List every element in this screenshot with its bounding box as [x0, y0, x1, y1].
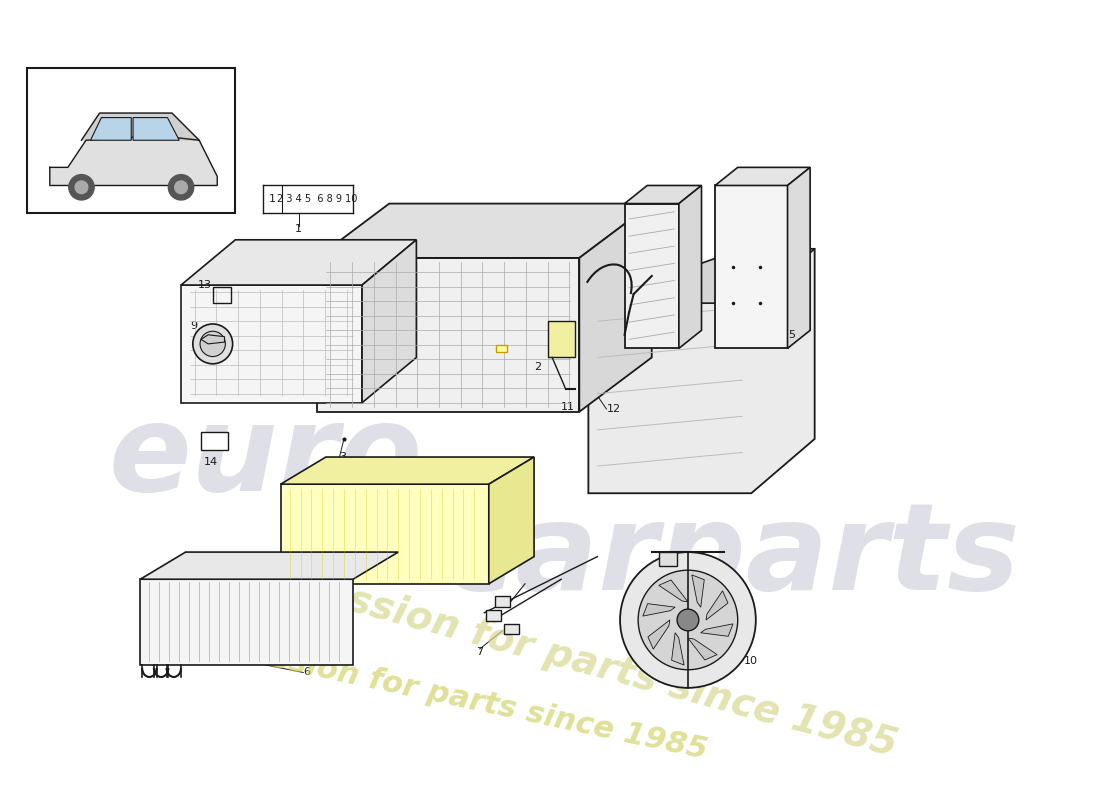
Text: 4: 4 — [462, 474, 469, 485]
Polygon shape — [81, 113, 199, 140]
Text: 7: 7 — [476, 646, 483, 657]
Polygon shape — [692, 575, 704, 607]
Circle shape — [200, 331, 225, 357]
Text: SET: SET — [206, 436, 223, 446]
Circle shape — [69, 174, 95, 200]
Circle shape — [168, 174, 194, 200]
Text: 1: 1 — [270, 194, 276, 204]
Bar — [548, 322, 575, 358]
Polygon shape — [715, 186, 788, 349]
Polygon shape — [688, 638, 717, 660]
Polygon shape — [141, 552, 398, 579]
Polygon shape — [588, 249, 815, 303]
Polygon shape — [625, 186, 702, 203]
Circle shape — [175, 181, 187, 194]
Polygon shape — [90, 118, 131, 140]
Polygon shape — [362, 240, 417, 402]
Polygon shape — [133, 118, 179, 140]
Polygon shape — [715, 167, 810, 186]
Bar — [496, 345, 507, 352]
Bar — [659, 552, 678, 566]
Polygon shape — [788, 167, 810, 349]
Text: 8: 8 — [312, 563, 319, 574]
Bar — [504, 623, 519, 634]
Text: 10: 10 — [745, 656, 758, 666]
Circle shape — [192, 324, 232, 364]
Polygon shape — [50, 136, 217, 186]
Polygon shape — [141, 579, 353, 666]
Polygon shape — [580, 203, 651, 412]
Polygon shape — [317, 203, 651, 258]
Polygon shape — [642, 604, 675, 616]
Polygon shape — [648, 620, 670, 649]
Polygon shape — [588, 249, 815, 494]
Text: 6: 6 — [304, 667, 310, 678]
Polygon shape — [625, 203, 679, 349]
Bar — [28, 68, 235, 213]
Text: 13: 13 — [197, 280, 211, 290]
Bar — [201, 432, 228, 450]
Bar — [495, 597, 509, 607]
Bar — [212, 287, 231, 303]
Text: a passion for parts since 1985: a passion for parts since 1985 — [196, 629, 710, 765]
Text: euro: euro — [109, 398, 422, 515]
Text: 11: 11 — [561, 402, 575, 412]
Polygon shape — [679, 186, 702, 349]
Text: 2 3 4 5  6 8 9 10: 2 3 4 5 6 8 9 10 — [276, 194, 358, 204]
Text: a passion for parts since 1985: a passion for parts since 1985 — [253, 557, 902, 765]
Polygon shape — [201, 335, 224, 344]
Polygon shape — [280, 457, 535, 484]
Polygon shape — [659, 580, 688, 602]
Text: 14: 14 — [204, 457, 218, 466]
Text: 12: 12 — [606, 404, 620, 414]
Text: 1: 1 — [295, 224, 302, 234]
Bar — [486, 610, 500, 621]
Text: 5: 5 — [789, 330, 795, 340]
Polygon shape — [280, 484, 488, 584]
Circle shape — [678, 609, 698, 631]
Polygon shape — [488, 457, 535, 584]
Circle shape — [620, 552, 756, 688]
Text: 2: 2 — [535, 362, 541, 371]
Polygon shape — [701, 624, 733, 636]
Polygon shape — [182, 240, 417, 285]
Text: 3: 3 — [340, 452, 346, 462]
Polygon shape — [182, 285, 362, 402]
Text: 9: 9 — [190, 321, 197, 330]
Polygon shape — [672, 633, 684, 665]
Circle shape — [75, 181, 88, 194]
Circle shape — [638, 570, 738, 670]
Polygon shape — [706, 591, 728, 620]
Text: carparts: carparts — [443, 498, 1021, 615]
Polygon shape — [317, 258, 580, 412]
